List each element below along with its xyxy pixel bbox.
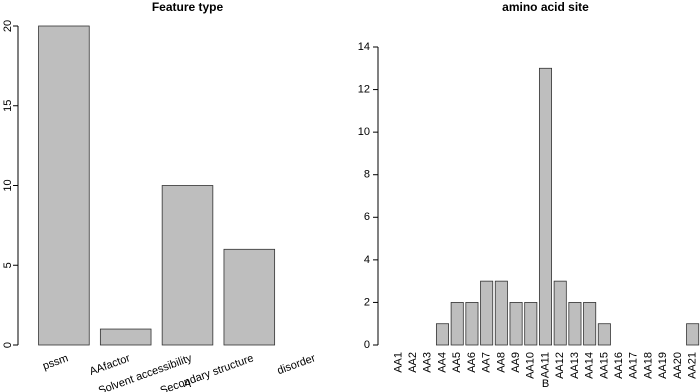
y-tick-label: 2 (364, 296, 370, 308)
y-tick-label: 10 (2, 179, 14, 191)
bar (568, 302, 582, 346)
x-tick-label: AA16 (613, 352, 625, 379)
x-tick-label: AA18 (642, 352, 654, 379)
x-tick-label: AA12 (554, 352, 566, 379)
x-tick-label: AA1 (392, 352, 404, 373)
bar (524, 302, 538, 346)
chart-title: amino acid site (502, 0, 589, 14)
x-tick-label: AA5 (451, 352, 463, 373)
x-tick-label: AA21 (687, 352, 699, 379)
y-tick-label: 0 (364, 339, 370, 351)
bar (450, 302, 464, 346)
x-tick-label: AA7 (481, 352, 493, 373)
bar (38, 25, 90, 346)
y-tick-label: 20 (2, 20, 14, 32)
bar (597, 323, 611, 346)
x-tick-label: AAfactor (88, 352, 132, 378)
x-tick-label: AA13 (569, 352, 581, 379)
bar (538, 67, 553, 346)
y-tick-label: 6 (364, 211, 370, 223)
bar (480, 280, 494, 346)
y-tick-label: 8 (364, 169, 370, 181)
x-tick-label: AA15 (598, 352, 610, 379)
y-tick-label: 5 (2, 262, 14, 268)
bar (223, 248, 276, 346)
x-tick-label: AA20 (672, 352, 684, 379)
bar (583, 302, 597, 346)
x-tick-label: pssm (41, 352, 70, 372)
y-tick-label: 4 (364, 254, 370, 266)
x-tick-label: AA11 (539, 352, 551, 378)
x-tick-label: AA14 (584, 352, 596, 379)
bar (509, 302, 523, 346)
x-tick-label: AA19 (657, 352, 669, 379)
bar (465, 302, 479, 346)
bar (686, 323, 700, 346)
y-tick-label: 0 (2, 342, 14, 348)
bar (494, 280, 508, 346)
x-tick-label: AA3 (422, 352, 434, 373)
x-axis-label: B (542, 378, 549, 390)
x-tick-label: AA9 (510, 352, 522, 373)
y-tick-label: 14 (358, 41, 370, 53)
x-tick-label: disorder (276, 352, 318, 377)
bar (99, 328, 152, 346)
x-tick-label: AA17 (628, 352, 640, 379)
y-tick-label: 10 (358, 126, 370, 138)
x-tick-label: AA10 (525, 352, 537, 379)
x-tick-label: AA2 (407, 352, 419, 373)
x-tick-label: AA6 (466, 352, 478, 373)
y-tick-label: 12 (358, 83, 370, 95)
chart-title: Feature type (152, 0, 224, 14)
y-tick-label: 15 (2, 100, 14, 112)
x-tick-label: AA4 (436, 352, 448, 373)
x-tick-label: AA8 (495, 352, 507, 373)
x-axis-label: A (184, 378, 192, 390)
bar (553, 280, 567, 346)
bar (161, 185, 214, 346)
bar (435, 323, 450, 346)
